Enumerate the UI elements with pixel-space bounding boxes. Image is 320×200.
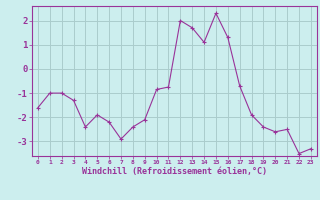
X-axis label: Windchill (Refroidissement éolien,°C): Windchill (Refroidissement éolien,°C)	[82, 167, 267, 176]
